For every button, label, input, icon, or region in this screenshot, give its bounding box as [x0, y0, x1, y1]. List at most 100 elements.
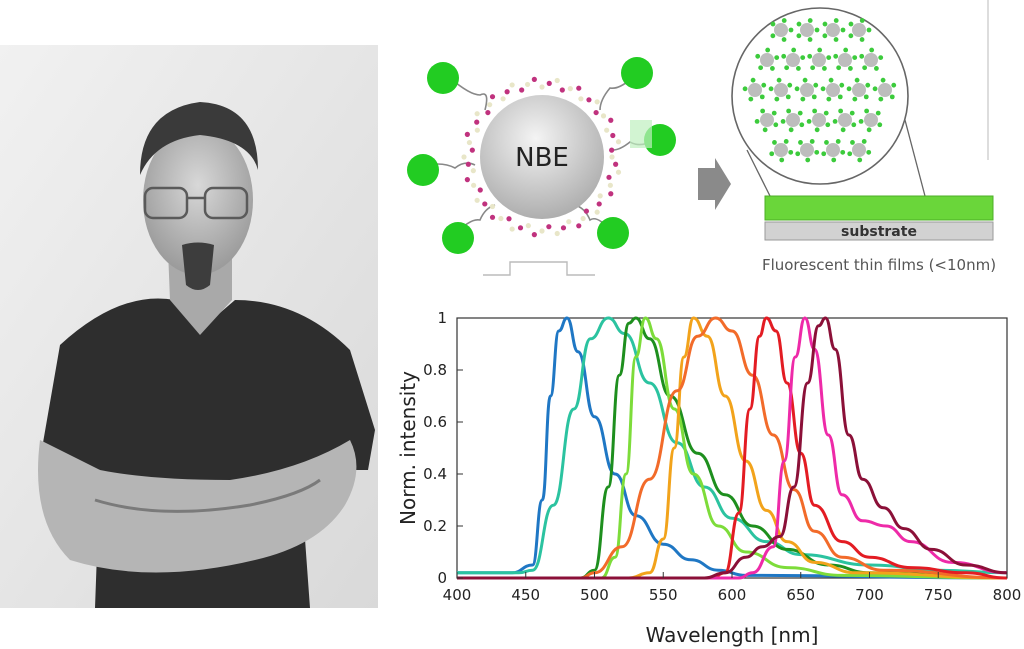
ligand-dot	[580, 215, 586, 222]
film-dye-dot	[863, 94, 869, 100]
film-dye-dot	[759, 94, 765, 100]
film-particle	[760, 53, 774, 67]
y-tick-label: 0.4	[423, 465, 447, 483]
film-particle	[774, 83, 788, 97]
film-dye-dot	[866, 27, 872, 33]
film-dye-dot	[797, 110, 803, 116]
x-tick-label: 650	[786, 586, 815, 604]
film-dye-dot	[864, 108, 870, 114]
ligand-dot	[583, 208, 590, 214]
film-dye-dot	[846, 86, 852, 92]
ligand-dot	[477, 187, 483, 193]
nbe-label: NBE	[515, 143, 569, 173]
film-dye-dot	[805, 157, 811, 163]
emission-spectra-chart: 400 450 500 550 600 650 700 750 800 0 0.2 0.4 0.6 0.…	[396, 309, 1021, 647]
y-tick-label: 0.6	[423, 413, 447, 431]
ligand-dot	[485, 109, 491, 116]
ligand-dot	[470, 168, 476, 174]
film-dye-dot	[824, 140, 829, 145]
ligand-dot	[489, 203, 496, 210]
film-dye-dot	[755, 53, 761, 59]
face	[143, 125, 253, 275]
film-dye-dot	[761, 82, 767, 88]
film-dye-dot	[866, 127, 872, 133]
nanoparticle-diagram: NBE substrate Fluorescent thin films (<1…	[407, 0, 996, 276]
film-particle	[838, 113, 852, 127]
film-dye-dot	[781, 53, 787, 59]
film-dye-dot	[814, 149, 820, 155]
film-dye-dot	[875, 110, 881, 116]
film-dye-dot	[796, 21, 802, 27]
dye-molecule	[597, 217, 629, 249]
film-dye-dot	[823, 110, 829, 116]
film-particle	[760, 113, 774, 127]
film-dye-dot	[814, 27, 820, 33]
film-dye-dot	[877, 122, 883, 128]
ligand-dot	[524, 81, 531, 88]
film-dye-dot	[826, 55, 832, 60]
crossed-arms	[38, 440, 357, 573]
arrow-icon	[698, 158, 731, 210]
film-dye-dot	[861, 139, 867, 144]
ligand-dot	[610, 132, 616, 139]
film-dye-dot	[781, 18, 787, 23]
ligand-dot	[489, 94, 496, 100]
film-dye-dot	[814, 127, 820, 133]
ligand-dot	[604, 127, 610, 133]
film-particle	[826, 143, 840, 157]
ligand-dot	[464, 177, 470, 183]
film-dye-dot	[848, 66, 853, 71]
film-dye-dot	[859, 18, 865, 23]
glasses	[143, 186, 249, 220]
film-dye-dot	[813, 82, 819, 88]
film-dye-dot	[784, 65, 790, 71]
film-dye-dot	[839, 82, 845, 88]
film-dye-dot	[748, 96, 754, 102]
y-axis-ticks: 0 0.2 0.4 0.6 0.8 1	[423, 309, 463, 587]
film-dye-dot	[833, 37, 839, 42]
film-dye-dot	[837, 94, 843, 100]
y-tick-label: 0.2	[423, 517, 447, 535]
film-caption: Fluorescent thin films (<10nm)	[762, 256, 996, 274]
film-dye-dot	[848, 21, 854, 27]
film-dye-dot	[836, 65, 842, 71]
film-dye-dot	[822, 33, 828, 39]
x-axis-ticks: 400 450 500 550 600 650 700 750 800	[443, 572, 1021, 604]
ligand-dot	[609, 147, 615, 153]
ligand-dot	[593, 109, 599, 116]
film-dye-dot	[874, 66, 879, 71]
film-dye-dot	[785, 94, 791, 100]
film-dye-dot	[843, 47, 849, 53]
film-dye-dot	[872, 86, 878, 92]
y-tick-label: 0	[437, 569, 447, 587]
nbe-core	[480, 95, 604, 219]
film-dye-dot	[807, 18, 813, 23]
film-dye-dot	[850, 140, 855, 145]
spectrum-line	[457, 316, 1008, 580]
film-dye-dot	[783, 139, 789, 144]
film-particle	[774, 143, 788, 157]
film-dye-dot	[774, 55, 780, 60]
ligand-dot	[509, 226, 515, 232]
spectrum-line	[457, 316, 1008, 580]
film-dye-dot	[806, 119, 812, 124]
film-dye-dot	[869, 47, 875, 53]
film-dye-dot	[791, 47, 797, 53]
film-dye-dot	[796, 33, 802, 39]
film-dye-dot	[770, 66, 775, 71]
film-dye-dot	[807, 53, 813, 59]
film-dye-dot	[776, 77, 782, 83]
film-dye-dot	[826, 96, 832, 102]
ligand-dot	[531, 232, 537, 238]
film-dye-dot	[758, 65, 764, 71]
film-particle	[786, 113, 800, 127]
film-dye-dot	[765, 47, 771, 53]
fluorescent-film	[764, 195, 994, 221]
ligand-shell	[461, 76, 622, 238]
ligand-dot	[517, 225, 524, 231]
ligand-dot	[461, 154, 467, 160]
film-dye-dot	[802, 77, 808, 83]
ligand-dot	[613, 161, 619, 167]
film-dye-dot	[858, 119, 864, 124]
ligand-dot	[596, 201, 602, 207]
